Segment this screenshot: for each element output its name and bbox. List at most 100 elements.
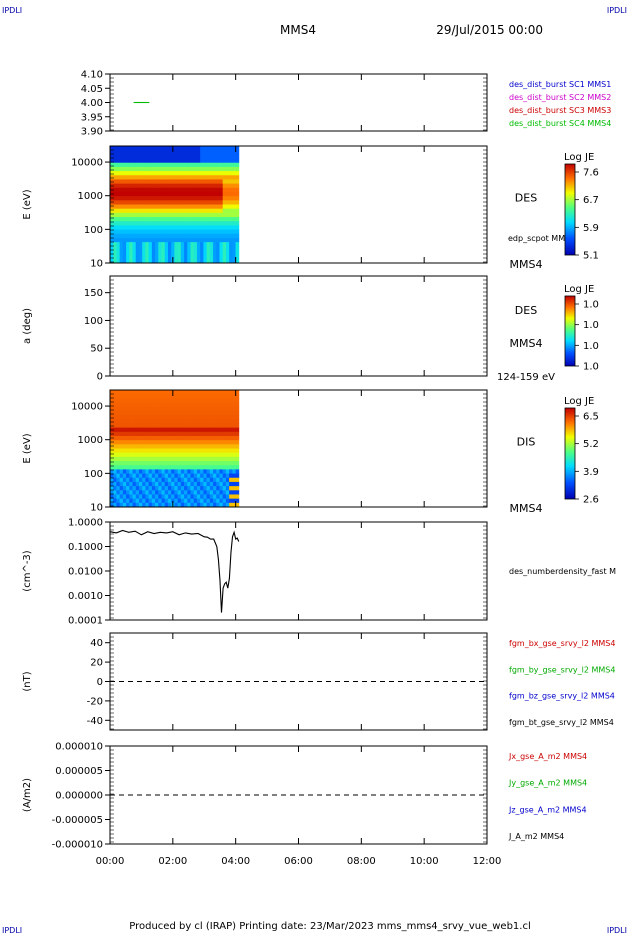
heatmap-cell [225, 208, 230, 214]
heatmap-cell [164, 179, 169, 185]
heatmap-cell [187, 166, 191, 172]
heatmap-cell [148, 225, 153, 230]
heatmap-cell [216, 204, 220, 210]
heatmap-cell [196, 431, 201, 437]
heatmap-cell [145, 221, 150, 226]
heatmap-cell [174, 461, 179, 466]
heatmap-cell [190, 166, 195, 172]
heatmap-cell [119, 258, 124, 264]
heatmap-cell [213, 448, 217, 454]
heatmap-cell [161, 237, 166, 243]
heatmap-cell [206, 225, 211, 230]
heatmap-cell [158, 204, 162, 210]
heatmap-cell [164, 217, 169, 222]
heatmap-cell [177, 196, 182, 201]
heatmap-cell [213, 473, 217, 479]
y-tick-label-p4: 10 [90, 503, 103, 514]
legend-entry-p1: des_dist_burst SC4 MMS4 [509, 119, 611, 128]
heatmap-cell [184, 427, 188, 433]
heatmap-cell [209, 431, 214, 437]
heatmap-cell [184, 481, 188, 487]
heatmap-cell [171, 171, 175, 176]
heatmap-cell [177, 191, 182, 197]
heatmap-cell [235, 394, 240, 399]
heatmap-cell [148, 204, 153, 210]
heatmap-cell [200, 456, 204, 462]
heatmap-cell [126, 250, 130, 256]
heatmap-cell [119, 431, 124, 437]
heatmap-cell [113, 431, 117, 437]
heatmap-cell [110, 225, 114, 230]
heatmap-cell [229, 200, 233, 205]
heatmap-cell [145, 398, 150, 403]
heatmap-cell [132, 237, 137, 243]
heatmap-cell [184, 154, 188, 159]
heatmap-cell [132, 250, 137, 256]
heatmap-cell [213, 183, 217, 189]
heatmap-cell [110, 150, 114, 155]
heatmap-cell [196, 150, 201, 155]
heatmap-cell [232, 394, 236, 399]
heatmap-cell [126, 402, 130, 408]
heatmap-cell [132, 486, 137, 491]
heatmap-cell [116, 204, 121, 210]
heatmap-cell [122, 217, 127, 222]
heatmap-cell [138, 212, 143, 218]
heatmap-cell [229, 225, 233, 230]
heatmap-cell [171, 183, 175, 189]
heatmap-cell [161, 175, 166, 180]
heatmap-cell [235, 154, 240, 159]
heatmap-cell [129, 233, 133, 239]
heatmap-cell [113, 191, 117, 197]
legend-entry-p6: fgm_bt_gse_srvy_l2 MMS4 [509, 718, 614, 727]
heatmap-cell [142, 250, 146, 256]
heatmap-cell [142, 427, 146, 433]
heatmap-cell [132, 166, 137, 172]
heatmap-cell [219, 481, 224, 487]
heatmap-cell [129, 469, 133, 474]
heatmap-cell [187, 490, 191, 495]
heatmap-cell [196, 456, 201, 462]
heatmap-cell [142, 258, 146, 264]
heatmap-cell [235, 175, 240, 180]
heatmap-cell [200, 171, 204, 176]
heatmap-cell [116, 477, 121, 483]
heatmap-cell [110, 486, 114, 491]
heatmap-cell [184, 477, 188, 483]
heatmap-cell [229, 258, 233, 264]
heatmap-cell [180, 166, 185, 172]
heatmap-cell [129, 390, 133, 395]
heatmap-cell [138, 196, 143, 201]
spacecraft-title: MMS4 [280, 23, 316, 37]
heatmap-cell [164, 242, 169, 247]
heatmap-cell [119, 390, 124, 395]
heatmap-cell [119, 419, 124, 424]
heatmap-cell [135, 465, 140, 470]
heatmap-cell [155, 490, 159, 495]
heatmap-cell [225, 246, 230, 251]
colorbar-tick-p3: 1.0 [583, 320, 599, 331]
heatmap-cell [213, 440, 217, 445]
heatmap-cell [171, 175, 175, 180]
heatmap-cell [213, 208, 217, 214]
heatmap-cell [122, 440, 127, 445]
heatmap-cell [129, 494, 133, 500]
heatmap-cell [193, 246, 198, 251]
heatmap-cell [190, 481, 195, 487]
heatmap-cell [148, 410, 153, 416]
heatmap-cell [126, 406, 130, 412]
heatmap-cell [142, 431, 146, 437]
heatmap-cell [161, 456, 166, 462]
heatmap-cell [126, 154, 130, 159]
heatmap-cell [203, 225, 208, 230]
heatmap-cell [219, 154, 224, 159]
heatmap-cell [151, 502, 156, 508]
heatmap-cell [229, 250, 233, 256]
heatmap-cell [132, 150, 137, 155]
heatmap-cell [174, 187, 179, 193]
heatmap-cell [235, 390, 240, 395]
heatmap-cell [235, 469, 240, 474]
heatmap-cell [142, 150, 146, 155]
heatmap-cell [193, 435, 198, 441]
heatmap-cell [229, 502, 233, 508]
